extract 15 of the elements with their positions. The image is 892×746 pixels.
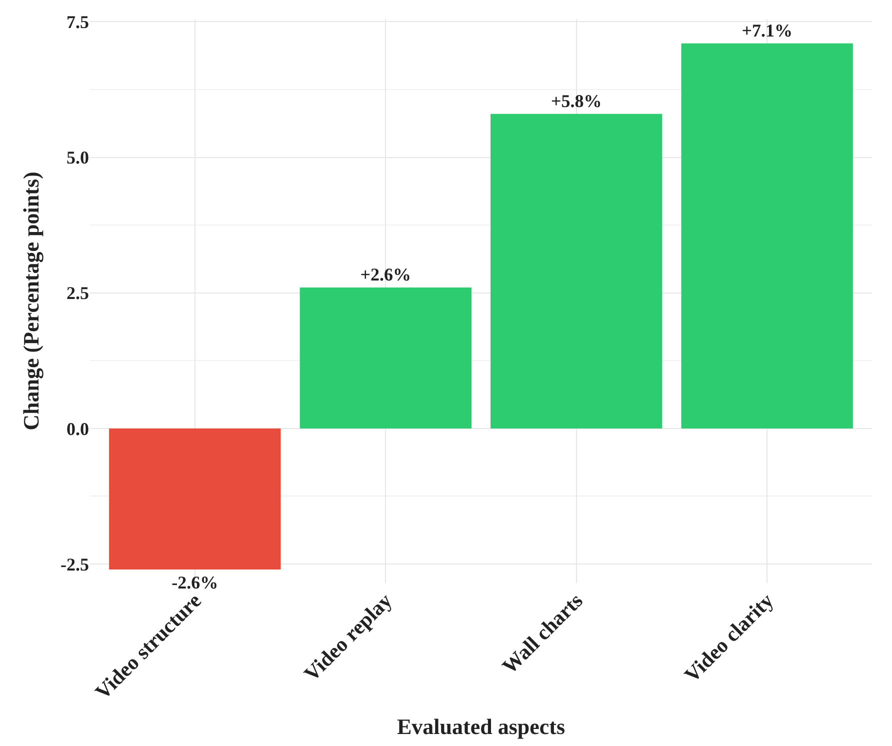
data-label: +5.8%: [550, 90, 602, 111]
data-label: +2.6%: [360, 264, 412, 284]
y-tick-label: 2.5: [66, 283, 89, 304]
x-axis-title: Evaluated aspects: [396, 714, 566, 739]
bar: [681, 43, 853, 428]
bar: [490, 114, 662, 428]
y-tick-label: -2.5: [60, 554, 89, 574]
data-label: -2.6%: [172, 572, 218, 592]
y-tick-label: 0.0: [66, 418, 89, 439]
y-tick-label: 7.5: [66, 12, 89, 32]
bar: [300, 287, 472, 428]
y-tick-label: 5.0: [66, 148, 89, 168]
bar: [109, 428, 281, 570]
data-label: +7.1%: [742, 20, 792, 40]
y-axis-title: Change (Percentage points): [18, 172, 44, 430]
